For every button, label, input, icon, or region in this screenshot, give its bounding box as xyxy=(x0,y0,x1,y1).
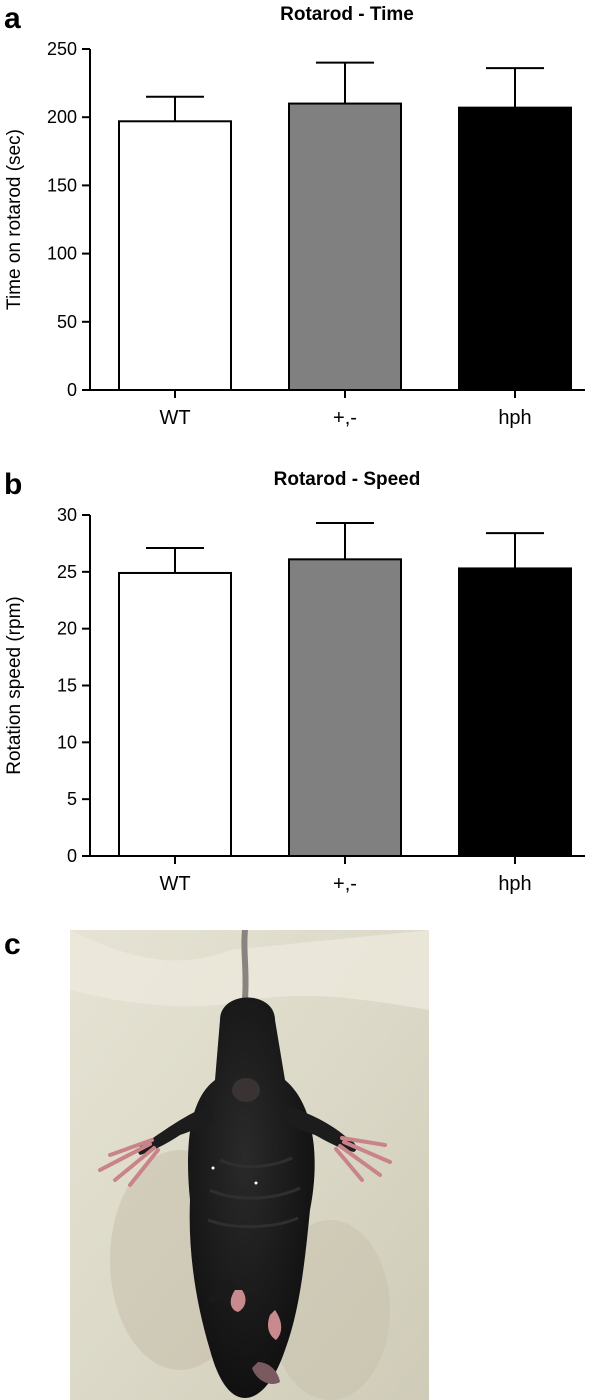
y-tick-label: 5 xyxy=(67,789,77,809)
chart-title: Rotarod - Speed xyxy=(274,469,421,490)
chart-title: Rotarod - Time xyxy=(280,4,414,25)
y-tick-label: 0 xyxy=(67,380,77,400)
panel-label-b: b xyxy=(4,468,23,501)
bar-hph xyxy=(458,567,572,857)
y-tick-label: 10 xyxy=(57,732,77,752)
y-tick-label: 30 xyxy=(57,505,77,525)
panel-label-a: a xyxy=(4,2,21,35)
x-tick-label: +,- xyxy=(333,873,357,895)
y-tick-label: 200 xyxy=(47,107,77,127)
x-tick-label: +,- xyxy=(333,407,357,429)
x-tick-label: WT xyxy=(159,407,190,429)
bar-wt xyxy=(118,120,232,392)
x-tick-label: WT xyxy=(159,873,190,895)
mouse-photo xyxy=(70,930,429,1400)
y-axis-label: Time on rotarod (sec) xyxy=(4,129,25,310)
mouse-hindlimb-clasping-image xyxy=(70,930,429,1400)
y-tick-label: 150 xyxy=(47,175,77,195)
y-tick-label: 250 xyxy=(47,39,77,59)
x-tick-label: hph xyxy=(498,407,531,429)
y-tick-label: 20 xyxy=(57,619,77,639)
bar- xyxy=(288,558,402,858)
y-tick-label: 15 xyxy=(57,676,77,696)
rotarod-time-chart: Rotarod - Time Time on rotarod (sec) 0 50 10… xyxy=(4,4,585,429)
bar- xyxy=(288,102,402,391)
y-tick-label: 100 xyxy=(47,244,77,264)
panel-label-c: c xyxy=(4,928,21,961)
x-tick-label: hph xyxy=(498,873,531,895)
rotarod-speed-chart: Rotarod - Speed Rotation speed (rpm) 0 5 10 1… xyxy=(4,469,585,895)
y-tick-label: 50 xyxy=(57,312,77,332)
y-axis-label: Rotation speed (rpm) xyxy=(4,596,25,774)
y-tick-label: 25 xyxy=(57,562,77,582)
y-tick-label: 0 xyxy=(67,846,77,866)
bar-wt xyxy=(118,571,232,857)
bar-hph xyxy=(458,106,572,391)
